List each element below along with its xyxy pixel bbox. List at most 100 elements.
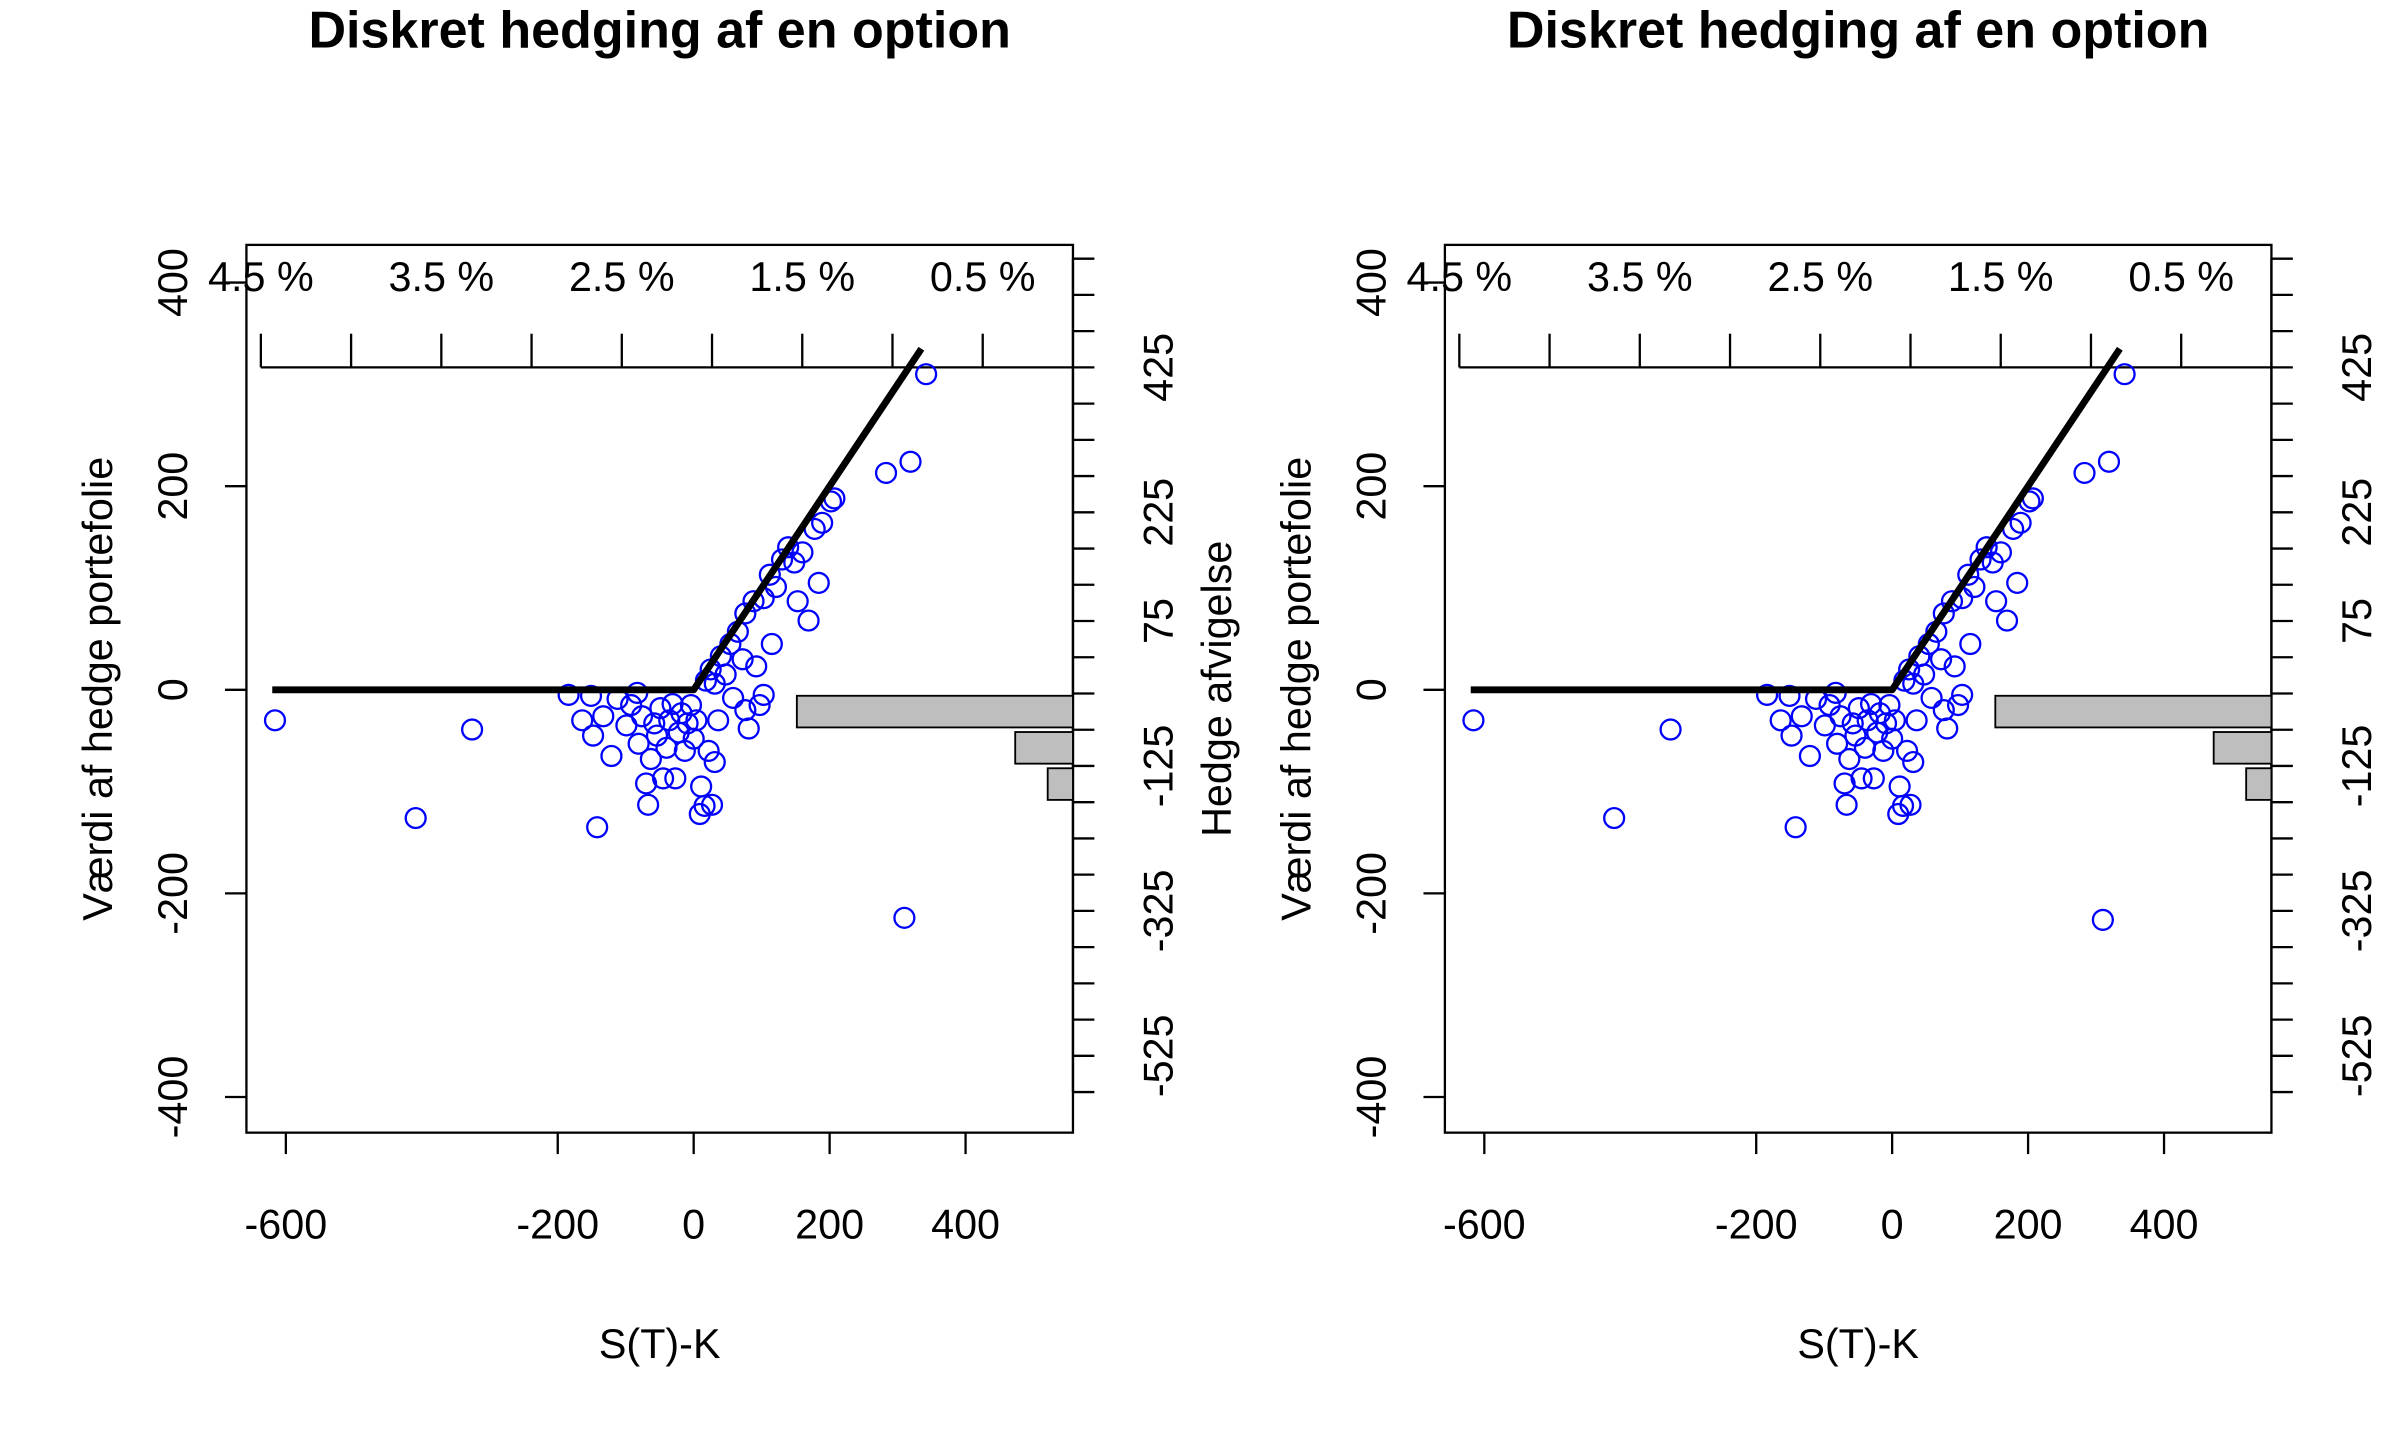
x-tick-label: 0 bbox=[682, 1201, 705, 1247]
histogram-bar bbox=[1046, 767, 1074, 801]
scatter-point bbox=[731, 648, 754, 671]
scatter-point bbox=[690, 775, 713, 798]
scatter-point bbox=[874, 461, 898, 485]
y2-tick-label: 225 bbox=[1136, 478, 1182, 547]
y-axis-label: Værdi af hedge portefolie bbox=[75, 457, 121, 921]
y2-tick-label: 225 bbox=[2334, 478, 2380, 547]
scatter-point bbox=[1829, 705, 1852, 728]
scatter-point bbox=[734, 699, 757, 722]
scatter-point bbox=[1841, 712, 1864, 735]
scatter-point bbox=[797, 609, 820, 632]
scatter-point bbox=[1798, 744, 1822, 768]
scatter-point bbox=[1995, 609, 2019, 632]
x-tick-label: -600 bbox=[1443, 1201, 1526, 1247]
scatter-point bbox=[1659, 718, 1682, 741]
y-tick-label: -200 bbox=[1348, 852, 1394, 935]
scatter-point bbox=[579, 684, 603, 707]
x-tick-label: 200 bbox=[795, 1201, 864, 1247]
scatter-point bbox=[791, 541, 814, 564]
y2-tick-label: -125 bbox=[1136, 725, 1182, 808]
scatter-point bbox=[1899, 793, 1922, 816]
x2-tick-label: 0.5 % bbox=[930, 254, 1036, 300]
scatter-point bbox=[592, 705, 615, 728]
scatter-point bbox=[1462, 709, 1485, 732]
scatter-point bbox=[1957, 563, 1980, 586]
x2-tick-label: 1.5 % bbox=[749, 254, 855, 300]
scatter-point bbox=[664, 767, 687, 790]
y2-tick-label: 425 bbox=[2334, 333, 2380, 402]
scatter-point bbox=[1905, 709, 1928, 732]
chart-title: Diskret hedging af en option bbox=[308, 1, 1010, 59]
scatter-point bbox=[600, 744, 623, 768]
scatter-point bbox=[581, 724, 605, 747]
x2-tick-label: 3.5 % bbox=[1587, 254, 1693, 300]
histogram-bar bbox=[795, 694, 1074, 729]
scatter-point bbox=[1940, 590, 1964, 613]
x2-tick-label: 2.5 % bbox=[569, 254, 675, 300]
scatter-point bbox=[460, 718, 484, 741]
scatter-point bbox=[703, 750, 726, 774]
scatter-point bbox=[1936, 717, 1959, 740]
x-axis-label: S(T)-K bbox=[599, 1321, 721, 1367]
scatter-point bbox=[1838, 747, 1861, 771]
y-tick-label: -200 bbox=[150, 852, 196, 935]
scatter-point bbox=[722, 686, 745, 710]
scatter-point bbox=[1784, 816, 1807, 839]
scatter-point bbox=[1881, 727, 1904, 750]
scatter-point bbox=[1932, 602, 1955, 625]
x-tick-label: 400 bbox=[931, 1201, 1000, 1247]
scatter-point bbox=[571, 709, 594, 732]
scatter-point bbox=[748, 693, 771, 717]
scatter-point bbox=[1862, 767, 1885, 790]
y-axis-label: Værdi af hedge portefolie bbox=[1273, 457, 1319, 921]
scatter-point bbox=[1902, 750, 1925, 774]
x-tick-label: -200 bbox=[1715, 1201, 1798, 1247]
scatter-point bbox=[635, 772, 658, 795]
scatter-point bbox=[643, 712, 666, 735]
scatter-point bbox=[714, 663, 737, 686]
y-tick-label: 200 bbox=[1348, 452, 1394, 521]
scatter-point bbox=[742, 590, 765, 613]
scatter-point bbox=[557, 683, 580, 706]
histogram-bar bbox=[1014, 731, 1074, 765]
scatter-point bbox=[685, 709, 708, 732]
y-tick-label: 0 bbox=[150, 678, 196, 701]
x-tick-label: 400 bbox=[2130, 1201, 2199, 1247]
scatter-point bbox=[1603, 806, 1626, 830]
y2-tick-label: -125 bbox=[2334, 725, 2380, 808]
scatter-point bbox=[734, 602, 757, 625]
scatter-point bbox=[2009, 511, 2032, 534]
scatter-point bbox=[1989, 541, 2012, 564]
histogram-bar bbox=[1994, 694, 2273, 729]
scatter-point bbox=[1850, 767, 1873, 790]
histogram-bar bbox=[2245, 767, 2273, 801]
scatter-point bbox=[1790, 705, 1813, 728]
y-tick-label: 400 bbox=[150, 248, 196, 317]
scatter-point bbox=[1778, 684, 1801, 707]
x2-tick-label: 3.5 % bbox=[389, 254, 495, 300]
scatter-point bbox=[2073, 461, 2096, 485]
scatter-point bbox=[760, 632, 783, 656]
scatter-point bbox=[1932, 699, 1955, 722]
scatter-point bbox=[2006, 571, 2029, 594]
x-tick-label: -200 bbox=[516, 1201, 599, 1247]
scatter-point bbox=[899, 450, 922, 473]
scatter-point bbox=[700, 793, 724, 816]
scatter-point bbox=[639, 747, 662, 771]
x-tick-label: 0 bbox=[1881, 1201, 1904, 1247]
scatter-point bbox=[893, 906, 916, 929]
scatter-point bbox=[1780, 724, 1803, 747]
x-axis-label: S(T)-K bbox=[1797, 1321, 1919, 1367]
scatter-point bbox=[1951, 683, 1974, 706]
scatter-point bbox=[2091, 908, 2114, 931]
x2-tick-label: 4.5 % bbox=[1407, 254, 1513, 300]
scatter-point bbox=[1975, 536, 1998, 559]
scatter-point bbox=[2097, 450, 2121, 473]
y2-tick-label: -325 bbox=[1136, 870, 1182, 953]
scatter-point bbox=[1896, 739, 1919, 762]
scatter-point bbox=[707, 709, 730, 732]
scatter-point bbox=[1835, 793, 1858, 816]
y-tick-label: 200 bbox=[150, 452, 196, 521]
scatter-point bbox=[627, 732, 650, 755]
